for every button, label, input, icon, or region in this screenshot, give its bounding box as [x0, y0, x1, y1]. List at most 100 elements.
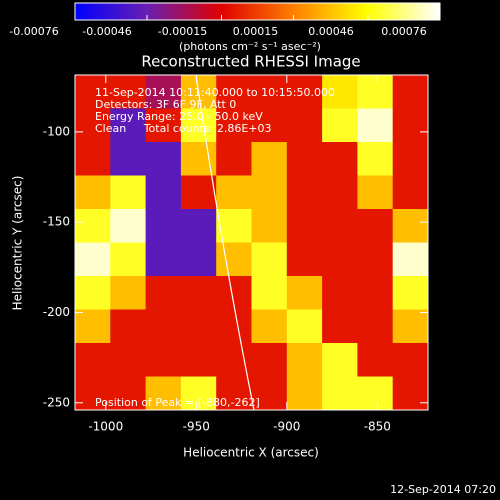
colorbar-tick-label: -0.00015 [158, 25, 207, 38]
colorbar-tick-label: 0.00076 [381, 25, 427, 38]
heatmap-cell [216, 142, 252, 176]
heatmap-cell [322, 209, 358, 243]
heatmap-cell [286, 108, 323, 143]
x-tick-label: -1000 [88, 420, 123, 434]
heatmap-cell [110, 142, 147, 176]
heatmap-cell [75, 276, 111, 310]
heatmap-cell [75, 209, 111, 243]
colorbar-label: (photons cm⁻² s⁻¹ asec⁻²) [179, 40, 321, 53]
annotation: Position of Peak = [-880,-262] [95, 396, 260, 409]
heatmap-cell [180, 343, 217, 377]
footer-date: 12-Sep-2014 07:20 [390, 483, 496, 496]
annotation: 11-Sep-2014 10:11:40.000 to 10:15:50.000 [95, 86, 335, 99]
heatmap-cell [251, 75, 288, 109]
heatmap-cell [145, 142, 182, 176]
y-tick-label: -150 [43, 215, 70, 229]
heatmap-cell [286, 175, 323, 210]
heatmap-cell [357, 175, 394, 210]
heatmap-cell [75, 343, 111, 377]
heatmap-cell [357, 242, 394, 277]
heatmap-cell [357, 309, 394, 344]
heatmap-cell [110, 276, 147, 310]
heatmap-cell [180, 309, 217, 344]
colorbar [74, 2, 441, 21]
heatmap-cell [357, 376, 394, 410]
heatmap-cell [392, 75, 428, 109]
heatmap-cell [216, 242, 252, 277]
heatmap-cell [110, 343, 147, 377]
heatmap-cell [180, 276, 217, 310]
heatmap-cell [110, 376, 147, 410]
plot-frame [74, 74, 429, 411]
heatmap-cell [75, 75, 111, 109]
heatmap-cell [180, 175, 217, 210]
heatmap-cell [145, 276, 182, 310]
heatmap-cell [392, 242, 428, 277]
heatmap-cell [251, 376, 288, 410]
heatmap-cell [180, 108, 217, 143]
heatmap-cell [75, 108, 111, 143]
heatmap-cell [180, 242, 217, 277]
solar-limb [195, 75, 255, 410]
x-tick-label: -950 [183, 420, 210, 434]
heatmap-cell [75, 142, 111, 176]
heatmap-cell [392, 343, 428, 377]
heatmap-cell [357, 142, 394, 176]
heatmap-cell [392, 209, 428, 243]
heatmap-cell [286, 142, 323, 176]
heatmap-cell [110, 309, 147, 344]
heatmap-cell [216, 175, 252, 210]
heatmap-cell [145, 376, 182, 410]
heatmap-cell [251, 242, 288, 277]
heatmap-cell [110, 209, 147, 243]
heatmap-cell [392, 276, 428, 310]
heatmap-cell [145, 242, 182, 277]
annotation: Clean Total counts: 2.86E+03 [95, 122, 272, 135]
heatmap-cell [392, 142, 428, 176]
heatmap-cell [216, 108, 252, 143]
heatmap-cell [392, 175, 428, 210]
heatmap-cell [322, 242, 358, 277]
heatmap-cell [357, 343, 394, 377]
heatmap-cell [75, 242, 111, 277]
colorbar-tick-label: -0.00076 [9, 25, 58, 38]
heatmap-cell [145, 75, 182, 109]
heatmap-cell [322, 309, 358, 344]
colorbar-tick-label: 0.00046 [308, 25, 354, 38]
heatmap-cell [286, 376, 323, 410]
heatmap-cell [357, 75, 394, 109]
heatmap-cell [75, 376, 111, 410]
heatmap-cell [392, 108, 428, 143]
x-axis-label: Heliocentric X (arcsec) [183, 446, 319, 460]
heatmap-cell [251, 175, 288, 210]
heatmap-cell [322, 343, 358, 377]
heatmap-cell [251, 108, 288, 143]
heatmap-cell [322, 175, 358, 210]
heatmap-cell [110, 75, 147, 109]
heatmap-cell [180, 376, 217, 410]
x-tick-label: -900 [273, 420, 300, 434]
heatmap-cell [75, 309, 111, 344]
heatmap-cell [357, 276, 394, 310]
heatmap-cell [145, 209, 182, 243]
heatmap-cell [251, 209, 288, 243]
heatmap-cell [322, 376, 358, 410]
heatmap-cell [110, 242, 147, 277]
heatmap-cell [216, 376, 252, 410]
y-tick-label: -250 [43, 395, 70, 409]
heatmap-cell [145, 343, 182, 377]
heatmap-cell [110, 175, 147, 210]
heatmap-cell [180, 209, 217, 243]
heatmap-cell [392, 376, 428, 410]
heatmap-cell [251, 309, 288, 344]
heatmap-cell [392, 309, 428, 344]
heatmap-cell [145, 108, 182, 143]
heatmap-cell [322, 142, 358, 176]
heatmap-cell [286, 209, 323, 243]
annotation: Detectors: 3F 6F 9F, Att 0 [95, 98, 236, 111]
heatmap-cell [286, 75, 323, 109]
y-axis-label: Heliocentric Y (arcsec) [11, 176, 25, 311]
chart-title: Reconstructed RHESSI Image [141, 53, 360, 71]
heatmap-cell [145, 175, 182, 210]
